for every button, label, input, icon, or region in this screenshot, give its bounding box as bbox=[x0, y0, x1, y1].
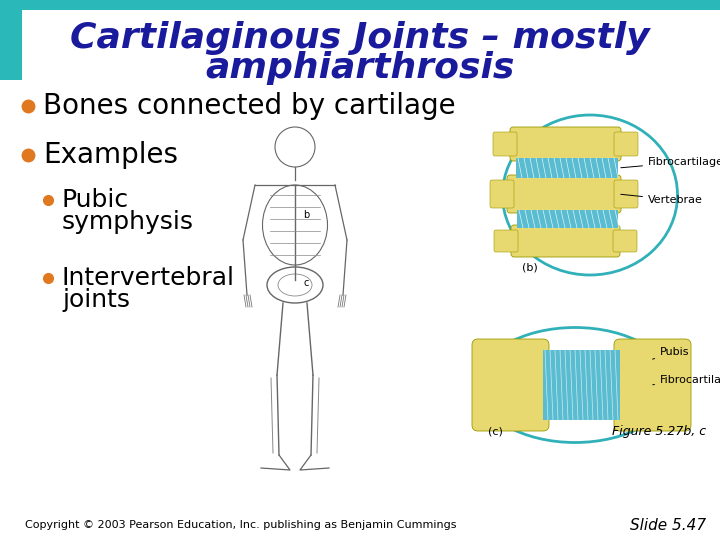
FancyBboxPatch shape bbox=[494, 230, 518, 252]
Text: Vertebrae: Vertebrae bbox=[621, 194, 703, 205]
Text: Pubic: Pubic bbox=[62, 188, 129, 212]
Text: Figure 5.27b, c: Figure 5.27b, c bbox=[612, 426, 706, 438]
FancyBboxPatch shape bbox=[490, 180, 514, 208]
FancyBboxPatch shape bbox=[493, 132, 517, 156]
FancyBboxPatch shape bbox=[472, 339, 549, 431]
Text: Copyright © 2003 Pearson Education, Inc. publishing as Benjamin Cummings: Copyright © 2003 Pearson Education, Inc.… bbox=[25, 520, 456, 530]
Text: joints: joints bbox=[62, 288, 130, 312]
FancyBboxPatch shape bbox=[510, 127, 621, 161]
FancyBboxPatch shape bbox=[614, 180, 638, 208]
Text: Examples: Examples bbox=[43, 141, 178, 169]
Text: Fibrocartilage: Fibrocartilage bbox=[653, 375, 720, 385]
Text: Fibrocartilage: Fibrocartilage bbox=[621, 157, 720, 168]
Text: (b): (b) bbox=[522, 263, 538, 273]
Text: Bones connected by cartilage: Bones connected by cartilage bbox=[43, 92, 456, 120]
Text: Pubis: Pubis bbox=[652, 347, 690, 359]
Bar bbox=[543, 350, 620, 420]
Text: Intervertebral: Intervertebral bbox=[62, 266, 235, 290]
Bar bbox=[516, 158, 618, 178]
FancyBboxPatch shape bbox=[614, 339, 691, 431]
FancyBboxPatch shape bbox=[614, 132, 638, 156]
Text: Cartilaginous Joints – mostly: Cartilaginous Joints – mostly bbox=[70, 21, 650, 55]
FancyBboxPatch shape bbox=[613, 230, 637, 252]
Text: (c): (c) bbox=[487, 427, 503, 437]
FancyBboxPatch shape bbox=[511, 225, 620, 257]
Text: c: c bbox=[303, 278, 308, 288]
Bar bbox=[0, 0, 22, 80]
Text: b: b bbox=[303, 210, 310, 220]
Text: symphysis: symphysis bbox=[62, 210, 194, 234]
Bar bbox=[517, 210, 618, 228]
Bar bbox=[0, 0, 720, 10]
Text: amphiarthrosis: amphiarthrosis bbox=[205, 51, 515, 85]
Text: Slide 5.47: Slide 5.47 bbox=[630, 517, 706, 532]
FancyBboxPatch shape bbox=[507, 175, 621, 213]
